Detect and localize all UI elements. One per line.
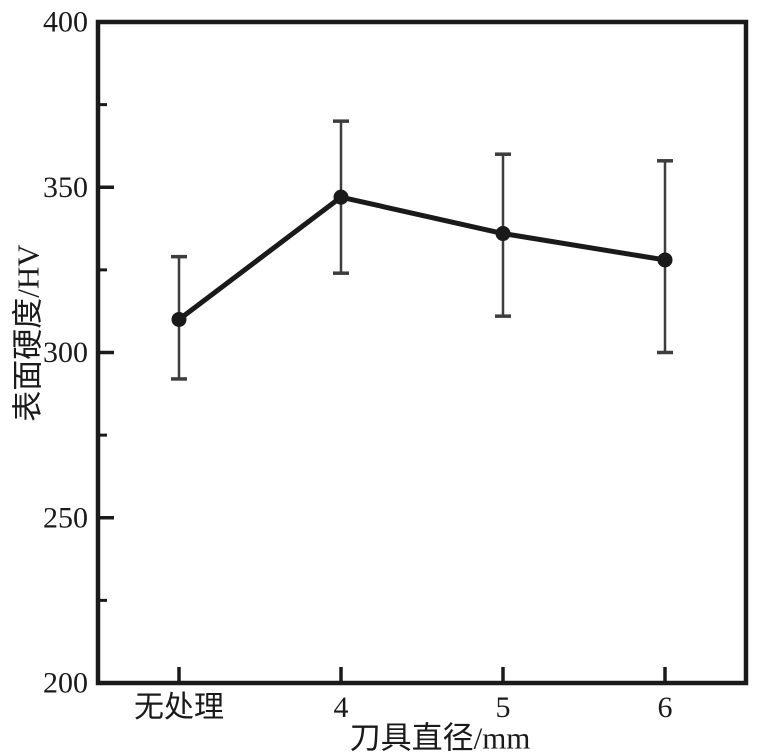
y-tick-label: 200: [43, 667, 88, 700]
x-tick-label: 6: [658, 691, 673, 724]
y-tick-label: 300: [43, 336, 88, 369]
x-axis-title: 刀具直径/mm: [349, 720, 531, 756]
data-point: [171, 311, 187, 327]
data-point: [495, 226, 511, 242]
y-tick-label: 250: [43, 501, 88, 534]
y-tick-label: 350: [43, 171, 88, 204]
y-axis-title: 表面硬度/HV: [10, 244, 46, 422]
y-tick-label: 400: [43, 6, 88, 39]
x-tick-label: 4: [334, 691, 349, 724]
data-line: [176, 194, 668, 322]
plot-border: [95, 19, 749, 686]
x-tick-label: 5: [496, 691, 511, 724]
data-point: [333, 189, 349, 205]
data-point: [657, 252, 673, 268]
x-tick-label: 无处理: [134, 691, 224, 724]
